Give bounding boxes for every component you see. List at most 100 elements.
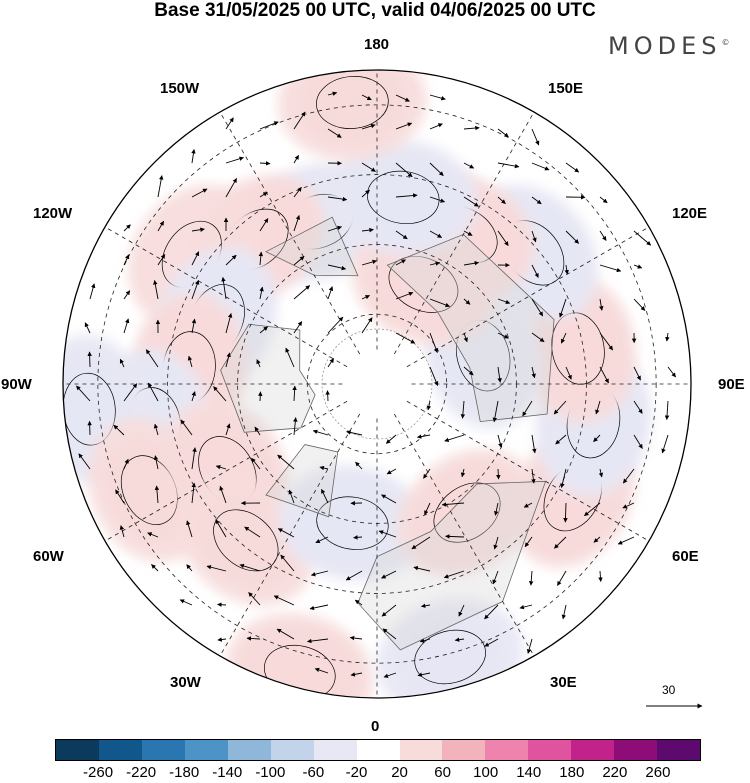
landmass xyxy=(265,216,359,277)
wind-vector xyxy=(259,326,268,334)
wind-vector xyxy=(557,570,567,586)
wind-vector xyxy=(395,259,406,266)
colorbar-tick-label: 100 xyxy=(473,764,499,781)
wind-vector xyxy=(458,604,465,617)
wind-vector xyxy=(378,530,397,538)
colorbar-tick-label: 20 xyxy=(391,764,408,781)
wind-vector xyxy=(560,332,567,344)
wind-vector xyxy=(395,193,418,198)
wind-vector xyxy=(463,196,479,207)
wind-vector xyxy=(665,332,670,342)
wind-vector xyxy=(460,468,466,478)
wind-vector xyxy=(492,570,499,585)
wind-vector xyxy=(599,264,622,273)
graticule xyxy=(63,70,691,698)
wind-vector xyxy=(361,317,373,334)
wind-vector xyxy=(633,230,652,246)
wind-vector xyxy=(293,285,311,300)
wind-vectors xyxy=(76,91,676,678)
colorbar-tick-label: -220 xyxy=(126,764,157,781)
meridian-line xyxy=(104,400,348,542)
map-title: Base 31/05/2025 00 UTC, valid 04/06/2025… xyxy=(154,0,596,21)
wind-vector xyxy=(248,592,261,606)
wind-vector xyxy=(463,125,480,131)
wind-vector xyxy=(565,230,580,244)
meridian-line xyxy=(406,400,650,542)
landmass xyxy=(357,480,547,651)
wind-vector xyxy=(395,122,413,130)
wind-vector xyxy=(622,502,635,509)
wind-vector xyxy=(187,355,193,368)
wind-vector xyxy=(633,366,641,381)
lon-label-30e: 30E xyxy=(550,674,577,691)
wind-vector xyxy=(191,482,197,504)
wind-vector xyxy=(123,254,130,266)
colorbar-segment xyxy=(56,740,99,760)
wind-vector xyxy=(531,332,545,343)
wind-vector xyxy=(113,424,125,436)
map-border xyxy=(62,69,692,699)
wind-vector xyxy=(381,494,397,504)
wind-vector xyxy=(293,111,306,130)
wind-vector xyxy=(528,570,534,586)
wind-vector xyxy=(417,672,431,677)
wind-vector xyxy=(327,225,342,232)
wind-vector xyxy=(633,298,646,311)
wind-vector xyxy=(599,196,608,204)
wind-vector xyxy=(345,570,363,581)
wind-vector xyxy=(361,189,370,198)
wind-vector xyxy=(123,318,130,334)
wind-vector xyxy=(293,321,303,334)
wind-vector xyxy=(383,672,397,678)
wind-vector xyxy=(123,383,138,402)
wind-vector xyxy=(454,637,465,642)
wind-vector xyxy=(321,488,329,504)
wind-vector xyxy=(564,264,569,275)
colorbar-tick-label: -60 xyxy=(302,764,325,781)
wind-vector xyxy=(460,400,466,419)
wind-vector xyxy=(497,196,506,204)
wind-vector xyxy=(531,128,540,146)
wind-vector xyxy=(493,536,499,550)
wind-vector xyxy=(355,461,363,470)
anomaly-contour xyxy=(213,509,279,572)
colorbar-tick-label: -100 xyxy=(255,764,286,781)
wind-vector xyxy=(157,220,165,232)
wind-vector xyxy=(259,218,269,232)
logo-mark: © xyxy=(721,38,730,47)
wind-vector xyxy=(429,366,439,386)
lon-label-60w: 60W xyxy=(33,548,64,565)
colorbar-segment xyxy=(614,740,658,760)
latitude-circle xyxy=(167,174,587,594)
wind-vector xyxy=(225,156,244,164)
wind-vector xyxy=(254,426,261,436)
wind-vector xyxy=(215,465,227,470)
wind-vector xyxy=(554,536,567,549)
colorbar xyxy=(55,739,701,761)
colorbar-segment xyxy=(571,740,615,760)
anomaly-contour xyxy=(316,76,389,129)
wind-vector xyxy=(497,128,509,138)
colorbar-segment xyxy=(528,740,572,760)
wind-vector xyxy=(259,286,264,300)
wind-vector xyxy=(531,434,537,454)
wind-vector xyxy=(531,230,537,243)
wind-vector xyxy=(633,264,643,269)
polar-cap xyxy=(321,328,433,440)
wind-vector xyxy=(191,318,197,334)
wind-vector xyxy=(484,604,499,620)
lon-label-60e: 60E xyxy=(672,548,699,565)
colorbar-tick-label: -260 xyxy=(83,764,114,781)
wind-vector xyxy=(206,565,227,572)
wind-vector xyxy=(531,468,536,484)
landmass xyxy=(265,444,339,518)
wind-vector xyxy=(463,230,473,236)
anomaly-center xyxy=(397,448,537,577)
wind-vector xyxy=(293,256,305,266)
wind-vector xyxy=(395,162,413,178)
wind-vector xyxy=(350,672,363,677)
wind-vector xyxy=(565,162,580,173)
lon-label-150e: 150E xyxy=(548,80,584,97)
wind-vector xyxy=(411,536,431,550)
wind-vector xyxy=(153,280,159,300)
